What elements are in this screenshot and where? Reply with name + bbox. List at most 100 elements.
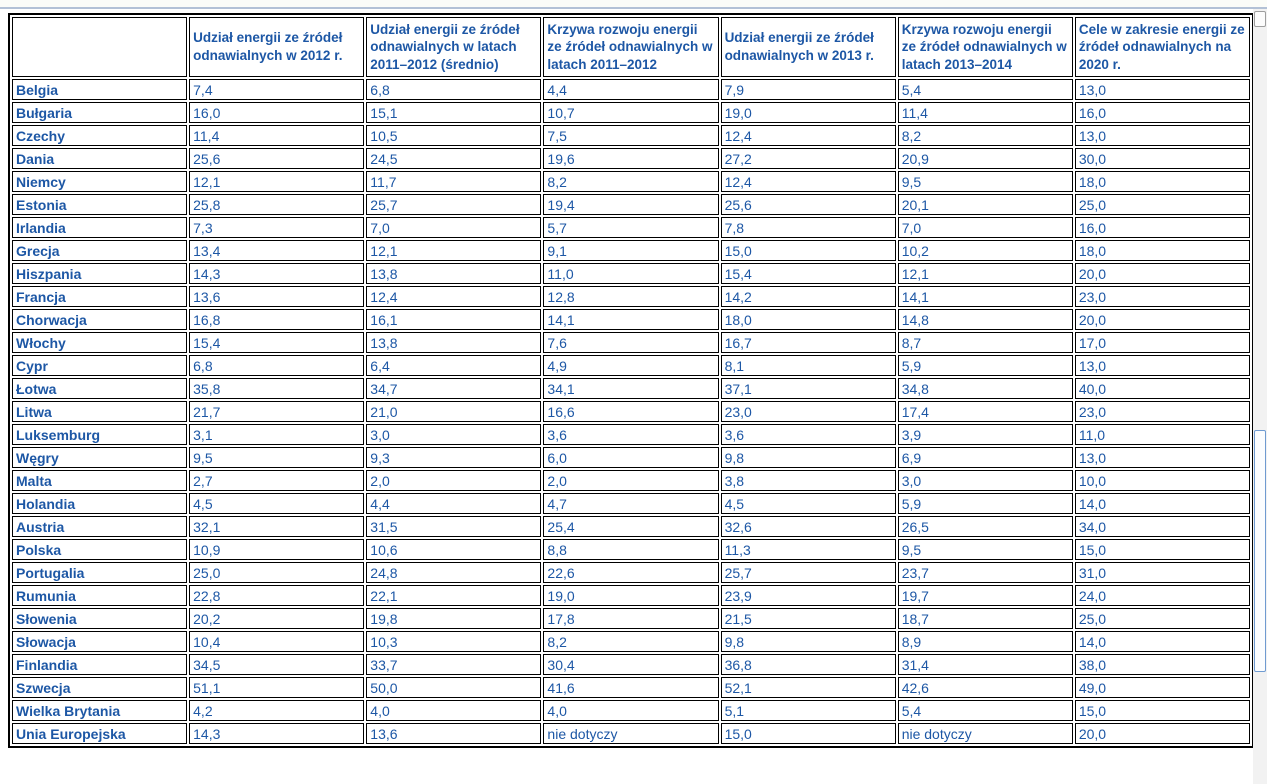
value-cell: 31,4 bbox=[897, 654, 1073, 675]
column-header: Udział energii ze źródeł odnawialnych w … bbox=[366, 17, 542, 77]
table-row: Malta 2,7 2,0 2,0 3,8 3,0 10,0 bbox=[12, 470, 1250, 491]
value-cell: 42,6 bbox=[897, 677, 1073, 698]
value-cell: 7,5 bbox=[543, 125, 719, 146]
value-cell: 8,1 bbox=[720, 355, 896, 376]
value-cell: 12,4 bbox=[366, 286, 542, 307]
value-cell: 24,0 bbox=[1074, 585, 1250, 606]
value-cell: 19,7 bbox=[897, 585, 1073, 606]
value-cell: 14,8 bbox=[897, 309, 1073, 330]
value-cell: 15,0 bbox=[1074, 539, 1250, 560]
value-cell: 36,8 bbox=[720, 654, 896, 675]
value-cell: 4,7 bbox=[543, 493, 719, 514]
renewable-energy-table: Udział energii ze źródeł odnawialnych w … bbox=[8, 13, 1254, 748]
value-cell: 21,7 bbox=[189, 401, 365, 422]
value-cell: 23,7 bbox=[897, 562, 1073, 583]
value-cell: 16,1 bbox=[366, 309, 542, 330]
country-name-cell: Francja bbox=[12, 286, 188, 307]
value-cell: 4,9 bbox=[543, 355, 719, 376]
value-cell: 19,0 bbox=[543, 585, 719, 606]
value-cell: 6,0 bbox=[543, 447, 719, 468]
value-cell: nie dotyczy bbox=[543, 723, 719, 744]
value-cell: 9,8 bbox=[720, 631, 896, 652]
table-header-row: Udział energii ze źródeł odnawialnych w … bbox=[12, 17, 1250, 77]
value-cell: 4,0 bbox=[366, 700, 542, 721]
value-cell: 7,0 bbox=[897, 217, 1073, 238]
scrollbar-thumb[interactable] bbox=[1254, 430, 1266, 672]
value-cell: 25,0 bbox=[189, 562, 365, 583]
value-cell: 8,9 bbox=[897, 631, 1073, 652]
value-cell: 3,9 bbox=[897, 424, 1073, 445]
value-cell: 24,5 bbox=[366, 148, 542, 169]
value-cell: 20,1 bbox=[897, 194, 1073, 215]
table-row: Holandia 4,5 4,4 4,7 4,5 5,9 14,0 bbox=[12, 493, 1250, 514]
value-cell: 35,8 bbox=[189, 378, 365, 399]
value-cell: 14,1 bbox=[543, 309, 719, 330]
value-cell: 9,5 bbox=[897, 539, 1073, 560]
value-cell: 9,5 bbox=[189, 447, 365, 468]
value-cell: 13,0 bbox=[1074, 447, 1250, 468]
country-name-cell: Słowenia bbox=[12, 608, 188, 629]
value-cell: 17,8 bbox=[543, 608, 719, 629]
table-row: Belgia 7,4 6,8 4,4 7,9 5,4 13,0 bbox=[12, 79, 1250, 100]
value-cell: 30,4 bbox=[543, 654, 719, 675]
table-row: Grecja 13,4 12,1 9,1 15,0 10,2 18,0 bbox=[12, 240, 1250, 261]
value-cell: 7,9 bbox=[720, 79, 896, 100]
value-cell: 17,0 bbox=[1074, 332, 1250, 353]
value-cell: 10,2 bbox=[897, 240, 1073, 261]
page-top-strip bbox=[0, 0, 1267, 9]
country-name-cell: Węgry bbox=[12, 447, 188, 468]
country-name-cell: Finlandia bbox=[12, 654, 188, 675]
table-row: Dania 25,6 24,5 19,6 27,2 20,9 30,0 bbox=[12, 148, 1250, 169]
value-cell: 14,2 bbox=[720, 286, 896, 307]
value-cell: 5,7 bbox=[543, 217, 719, 238]
value-cell: 27,2 bbox=[720, 148, 896, 169]
value-cell: 7,6 bbox=[543, 332, 719, 353]
country-name-cell: Portugalia bbox=[12, 562, 188, 583]
value-cell: 50,0 bbox=[366, 677, 542, 698]
value-cell: 17,4 bbox=[897, 401, 1073, 422]
vertical-scrollbar[interactable] bbox=[1253, 9, 1267, 784]
value-cell: 23,0 bbox=[1074, 286, 1250, 307]
table-row: Portugalia 25,0 24,8 22,6 25,7 23,7 31,0 bbox=[12, 562, 1250, 583]
value-cell: 23,0 bbox=[1074, 401, 1250, 422]
value-cell: 10,9 bbox=[189, 539, 365, 560]
value-cell: 52,1 bbox=[720, 677, 896, 698]
value-cell: 6,4 bbox=[366, 355, 542, 376]
column-header: Krzywa rozwoju energii ze źródeł odnawia… bbox=[543, 17, 719, 77]
column-header: Udział energii ze źródeł odnawialnych w … bbox=[189, 17, 365, 77]
value-cell: 13,4 bbox=[189, 240, 365, 261]
table-row: Włochy 15,4 13,8 7,6 16,7 8,7 17,0 bbox=[12, 332, 1250, 353]
scrollbar-top-button[interactable] bbox=[1254, 11, 1266, 27]
country-name-cell: Łotwa bbox=[12, 378, 188, 399]
value-cell: 15,4 bbox=[189, 332, 365, 353]
value-cell: 4,4 bbox=[366, 493, 542, 514]
value-cell: 38,0 bbox=[1074, 654, 1250, 675]
value-cell: 13,0 bbox=[1074, 79, 1250, 100]
value-cell: 5,4 bbox=[897, 79, 1073, 100]
value-cell: 11,0 bbox=[543, 263, 719, 284]
column-header: Udział energii ze źródeł odnawialnych w … bbox=[720, 17, 896, 77]
country-name-cell: Chorwacja bbox=[12, 309, 188, 330]
value-cell: 33,7 bbox=[366, 654, 542, 675]
value-cell: 7,3 bbox=[189, 217, 365, 238]
value-cell: 10,6 bbox=[366, 539, 542, 560]
table-row: Finlandia 34,5 33,7 30,4 36,8 31,4 38,0 bbox=[12, 654, 1250, 675]
value-cell: 9,8 bbox=[720, 447, 896, 468]
country-name-cell: Estonia bbox=[12, 194, 188, 215]
value-cell: 5,9 bbox=[897, 355, 1073, 376]
country-name-cell: Malta bbox=[12, 470, 188, 491]
value-cell: 8,2 bbox=[897, 125, 1073, 146]
table-row: Bułgaria 16,0 15,1 10,7 19,0 11,4 16,0 bbox=[12, 102, 1250, 123]
table-row: Chorwacja 16,8 16,1 14,1 18,0 14,8 20,0 bbox=[12, 309, 1250, 330]
value-cell: 12,1 bbox=[897, 263, 1073, 284]
column-header: Krzywa rozwoju energii ze źródeł odnawia… bbox=[897, 17, 1073, 77]
table-row: Słowacja 10,4 10,3 8,2 9,8 8,9 14,0 bbox=[12, 631, 1250, 652]
value-cell: 4,5 bbox=[189, 493, 365, 514]
value-cell: 13,8 bbox=[366, 263, 542, 284]
value-cell: 25,6 bbox=[189, 148, 365, 169]
value-cell: 2,0 bbox=[366, 470, 542, 491]
value-cell: 11,0 bbox=[1074, 424, 1250, 445]
value-cell: 8,2 bbox=[543, 171, 719, 192]
value-cell: 11,4 bbox=[189, 125, 365, 146]
value-cell: 51,1 bbox=[189, 677, 365, 698]
